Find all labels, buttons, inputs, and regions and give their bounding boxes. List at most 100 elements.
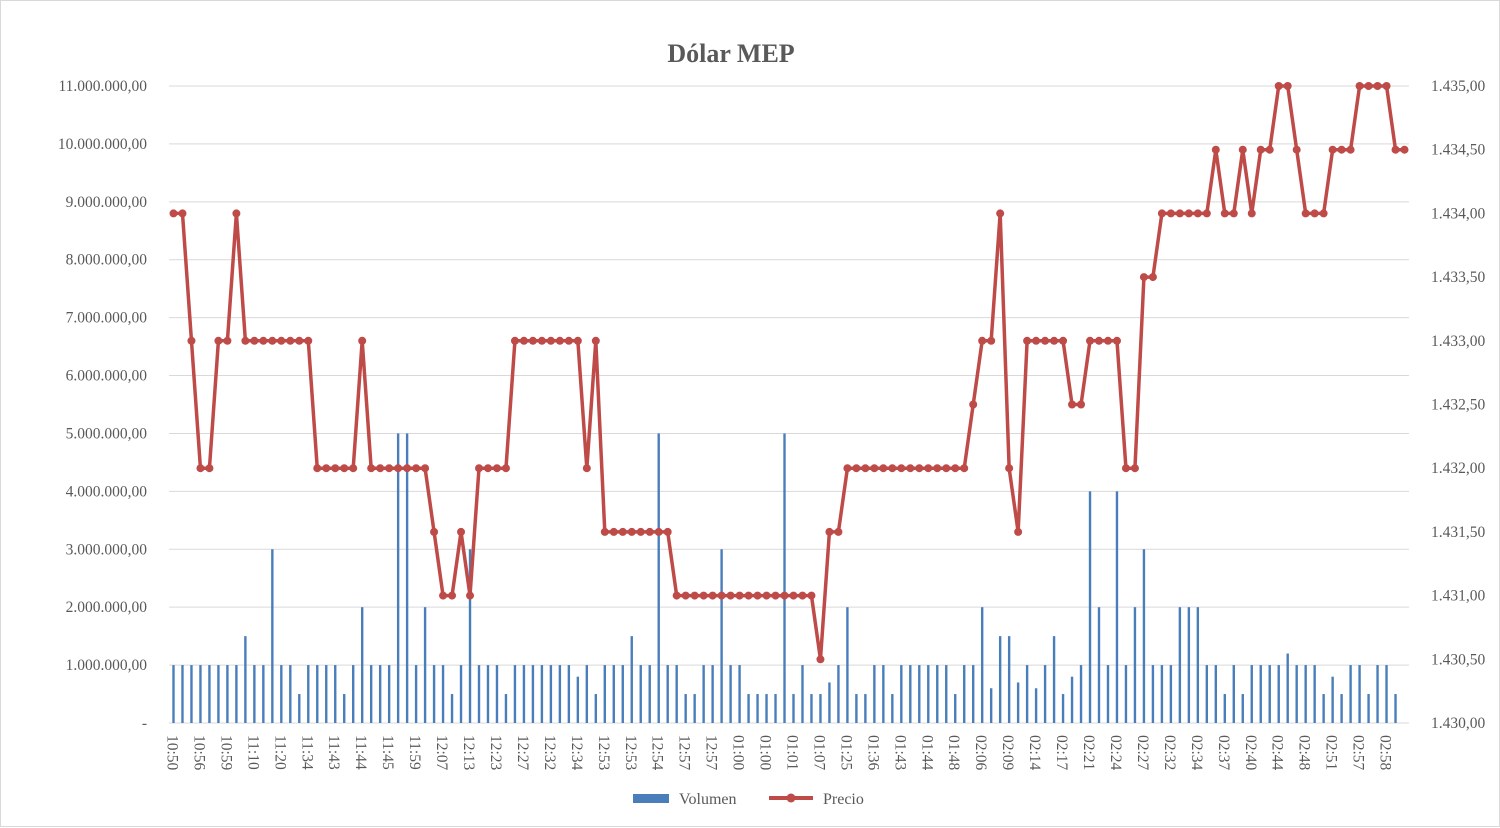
price-point	[1077, 400, 1086, 409]
volume-bar	[540, 665, 544, 723]
volume-bar	[387, 665, 391, 723]
price-point	[753, 591, 762, 600]
volume-bar	[316, 665, 319, 723]
price-point	[492, 464, 501, 473]
volume-bar	[1268, 665, 1271, 723]
price-point	[789, 591, 798, 600]
price-point	[1086, 336, 1095, 345]
volume-bar	[414, 665, 418, 723]
x-tick-label: 02:34	[1188, 735, 1205, 771]
volume-bar	[1340, 694, 1343, 723]
x-tick-label: 02:24	[1107, 735, 1124, 771]
x-tick-label: 01:48	[945, 735, 962, 771]
volume-bar	[738, 665, 741, 723]
price-line	[173, 84, 1405, 662]
volume-bar	[235, 665, 238, 723]
volume-bar	[1097, 607, 1101, 723]
left-tick-label: 5.000.000,00	[66, 425, 148, 442]
x-tick-label: 01:43	[891, 735, 908, 771]
price-point	[888, 464, 897, 473]
legend-volume-label: Volumen	[679, 791, 736, 808]
price-point	[807, 591, 816, 600]
price-point	[708, 591, 717, 600]
price-point	[457, 527, 466, 536]
right-tick-label: 1.435,00	[1431, 78, 1486, 95]
x-axis-ticks: 10:50 10:56 10:59 11:10 11:20 11:34 11:43 11:44…	[163, 735, 1393, 771]
volume-bar	[1313, 665, 1316, 723]
volume-bar	[666, 665, 669, 723]
x-tick-label: 01:36	[864, 735, 881, 771]
volume-bar	[441, 665, 445, 723]
price-point	[843, 464, 852, 473]
gridlines	[169, 85, 1409, 724]
x-tick-label: 01:00	[730, 735, 747, 771]
volume-bar	[334, 665, 337, 723]
volume-bar	[756, 694, 759, 723]
right-tick-label: 1.434,00	[1431, 205, 1486, 222]
price-point	[394, 464, 403, 473]
price-point	[951, 464, 960, 473]
volume-bar	[855, 694, 858, 723]
right-tick-label: 1.430,00	[1431, 715, 1486, 732]
volume-bar	[1367, 694, 1370, 723]
volume-bar	[432, 665, 436, 723]
price-point	[627, 527, 636, 536]
volume-bar	[325, 665, 328, 723]
x-tick-label: 11:45	[379, 735, 396, 770]
price-point	[1220, 209, 1229, 218]
price-point	[376, 464, 385, 473]
volume-bar	[504, 694, 508, 723]
price-point	[349, 464, 358, 473]
price-point	[1166, 209, 1175, 218]
volume-bar	[1385, 665, 1388, 723]
price-point	[762, 591, 771, 600]
x-tick-label: 12:27	[514, 735, 531, 771]
x-tick-label: 01:01	[783, 735, 800, 770]
volume-bar	[1106, 665, 1110, 723]
price-point	[690, 591, 699, 600]
volume-bar	[1304, 665, 1307, 723]
volume-bar	[1259, 665, 1262, 723]
volume-bar	[477, 665, 481, 723]
price-point	[672, 591, 681, 600]
left-tick-label: 8.000.000,00	[66, 252, 148, 269]
x-tick-label: 02:57	[1350, 735, 1367, 771]
volume-bar	[918, 665, 921, 723]
price-point	[1032, 336, 1041, 345]
x-tick-label: 02:44	[1269, 735, 1286, 771]
price-point	[1400, 145, 1409, 154]
volume-bar	[828, 682, 831, 723]
price-point	[933, 464, 942, 473]
x-tick-label: 12:57	[703, 735, 720, 771]
volume-bar	[621, 665, 624, 723]
volume-bar	[495, 665, 499, 723]
x-tick-label: 02:40	[1242, 735, 1259, 771]
price-point	[1112, 336, 1121, 345]
volume-bar	[576, 676, 580, 723]
x-tick-label: 12:53	[595, 735, 612, 771]
price-point	[241, 336, 250, 345]
price-point	[825, 527, 834, 536]
volume-bar	[1196, 607, 1200, 723]
x-tick-label: 11:10	[244, 735, 261, 770]
price-point	[1193, 209, 1202, 218]
price-point	[717, 591, 726, 600]
price-point	[196, 464, 205, 473]
price-point	[996, 209, 1005, 218]
price-point	[1139, 273, 1148, 282]
legend-price-marker	[786, 793, 796, 803]
right-tick-label: 1.431,00	[1431, 588, 1486, 605]
price-point	[1121, 464, 1130, 473]
price-point	[699, 591, 708, 600]
price-point	[322, 464, 331, 473]
volume-bar	[1187, 607, 1191, 723]
volume-bar	[1277, 665, 1280, 723]
volume-bar	[1349, 665, 1352, 723]
volume-bar	[1160, 665, 1164, 723]
x-tick-label: 01:44	[918, 735, 935, 771]
volume-bar	[1232, 665, 1235, 723]
left-tick-label: 6.000.000,00	[66, 368, 148, 385]
price-point	[618, 527, 627, 536]
volume-bar	[396, 433, 400, 723]
x-tick-label: 10:50	[163, 735, 180, 771]
